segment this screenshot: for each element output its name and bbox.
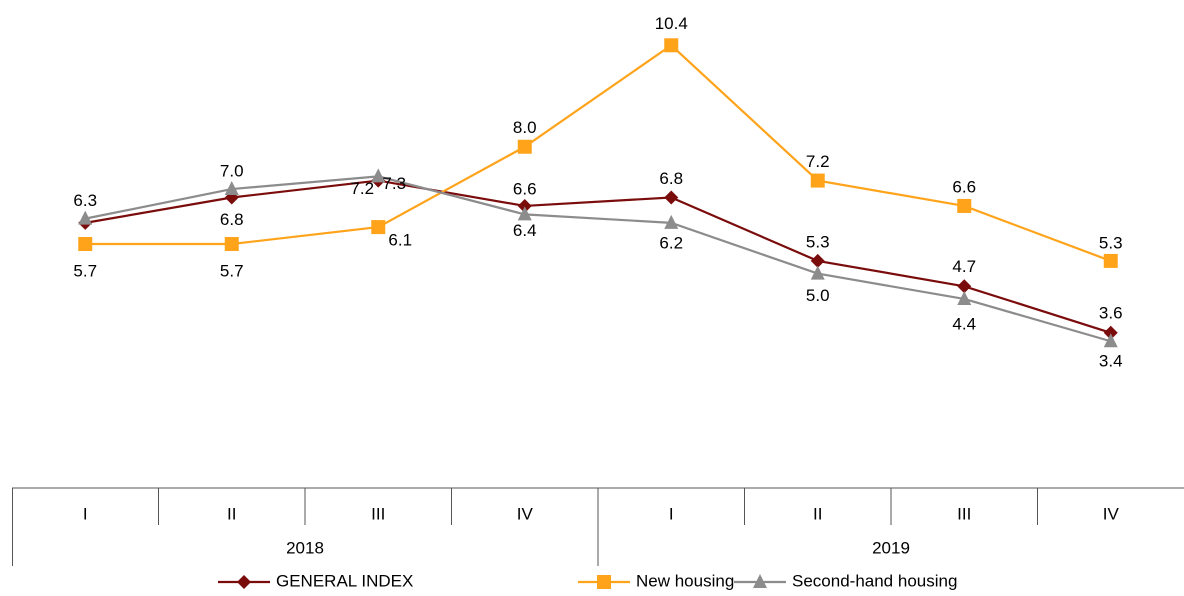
marker [224, 181, 239, 196]
series-line [85, 43, 1112, 262]
data-label: 5.3 [1099, 233, 1123, 252]
data-label: 10.4 [655, 14, 688, 33]
x-tick-label: I [83, 504, 88, 523]
marker [664, 214, 679, 229]
legend-label: Second-hand housing [792, 571, 957, 590]
data-label: 5.3 [806, 232, 830, 251]
data-label: 6.1 [388, 231, 412, 250]
marker [1103, 325, 1118, 340]
legend-label: New housing [636, 571, 734, 590]
marker [597, 575, 611, 589]
marker [371, 220, 386, 235]
data-label: 5.7 [73, 261, 97, 280]
marker [664, 190, 679, 205]
marker [517, 206, 532, 221]
data-label: 7.2 [350, 179, 374, 198]
series-line [85, 175, 1112, 343]
data-label: 7.2 [806, 152, 830, 171]
x-tick-label: IV [1103, 504, 1120, 523]
x-group-label: 2019 [872, 538, 910, 557]
x-tick-label: III [957, 504, 971, 523]
marker [517, 198, 532, 213]
x-tick-label: II [227, 504, 236, 523]
series-line [85, 179, 1112, 334]
x-tick-label: IV [517, 504, 534, 523]
marker [810, 253, 825, 268]
marker [1103, 333, 1118, 348]
x-tick-label: I [669, 504, 674, 523]
data-label: 6.8 [220, 210, 244, 229]
data-label: 7.3 [382, 174, 406, 193]
data-label: 3.6 [1099, 303, 1123, 322]
data-label: 3.4 [1099, 352, 1123, 371]
marker [810, 173, 825, 188]
marker [78, 237, 93, 251]
marker [664, 38, 679, 53]
data-label: 5.0 [806, 286, 830, 305]
x-group-label: 2018 [286, 538, 324, 557]
data-label: 5.7 [220, 261, 244, 280]
marker [957, 279, 972, 294]
marker [237, 575, 251, 589]
data-label: 6.6 [952, 177, 976, 196]
data-label: 6.8 [659, 169, 683, 188]
marker [517, 139, 532, 154]
data-label: 6.3 [73, 191, 97, 210]
marker [371, 168, 386, 183]
data-label: 4.7 [952, 257, 976, 276]
data-label: 4.4 [952, 314, 976, 333]
marker [957, 290, 972, 305]
data-label: 6.4 [513, 221, 537, 240]
marker [78, 210, 93, 225]
marker [810, 265, 825, 280]
data-label: 8.0 [513, 118, 537, 137]
marker [753, 574, 767, 588]
legend-label: GENERAL INDEX [276, 571, 413, 590]
data-label: 6.6 [513, 179, 537, 198]
data-label: 6.2 [659, 233, 683, 252]
marker [224, 237, 239, 251]
data-label: 7.0 [220, 162, 244, 181]
marker [1103, 253, 1118, 268]
marker [957, 198, 972, 213]
x-tick-label: III [371, 504, 385, 523]
x-tick-label: II [813, 504, 822, 523]
